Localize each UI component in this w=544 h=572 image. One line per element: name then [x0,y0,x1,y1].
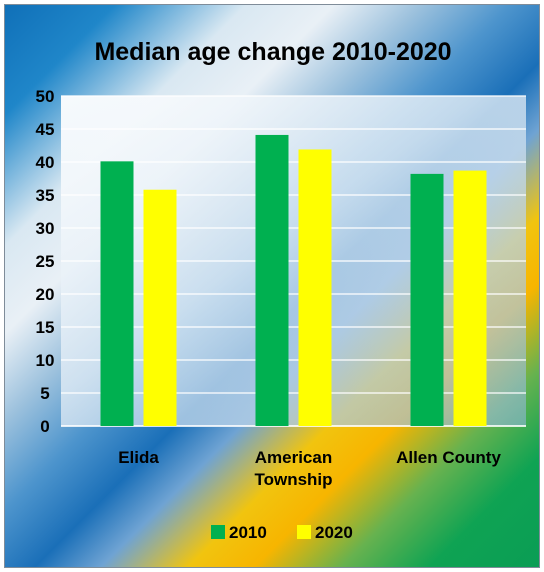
legend-label-2020: 2020 [315,523,353,542]
legend-label-2010: 2010 [229,523,267,542]
bar-2010-1 [255,134,289,426]
bars [100,134,487,426]
y-tick-label: 35 [36,186,55,205]
chart-title: Median age change 2010-2020 [94,38,451,66]
y-tick-label: 15 [36,318,55,337]
bar-2020-2 [453,170,487,426]
x-tick-label: Elida [118,448,159,467]
x-tick-label: Township [254,470,332,489]
x-tick-label: American [255,448,332,467]
y-tick-label: 5 [40,384,49,403]
y-tick-label: 30 [36,219,55,238]
bar-2010-0 [100,161,134,426]
y-tick-label: 25 [36,252,55,271]
y-tick-label: 50 [36,87,55,106]
bar-2010-2 [410,173,444,426]
legend-swatch-2010 [211,525,225,539]
legend: 2010 2020 [211,523,353,542]
bar-2020-1 [298,149,332,426]
y-tick-label: 40 [36,153,55,172]
y-tick-label: 10 [36,351,55,370]
x-tick-label: Allen County [396,448,501,467]
gridlines [61,95,526,427]
bar-chart: Median age change 2010-2020 0 5 10 15 20 25 30… [36,38,526,542]
legend-swatch-2020 [297,525,311,539]
y-tick-label: 0 [40,417,49,436]
chart-frame: Median age change 2010-2020 0 5 10 15 20 25 30… [4,4,540,568]
bar-2020-0 [143,189,177,426]
x-axis: Elida American Township Allen County [118,448,501,489]
y-tick-label: 45 [36,120,55,139]
y-axis: 0 5 10 15 20 25 30 35 40 45 50 [36,87,526,436]
y-tick-label: 20 [36,285,55,304]
